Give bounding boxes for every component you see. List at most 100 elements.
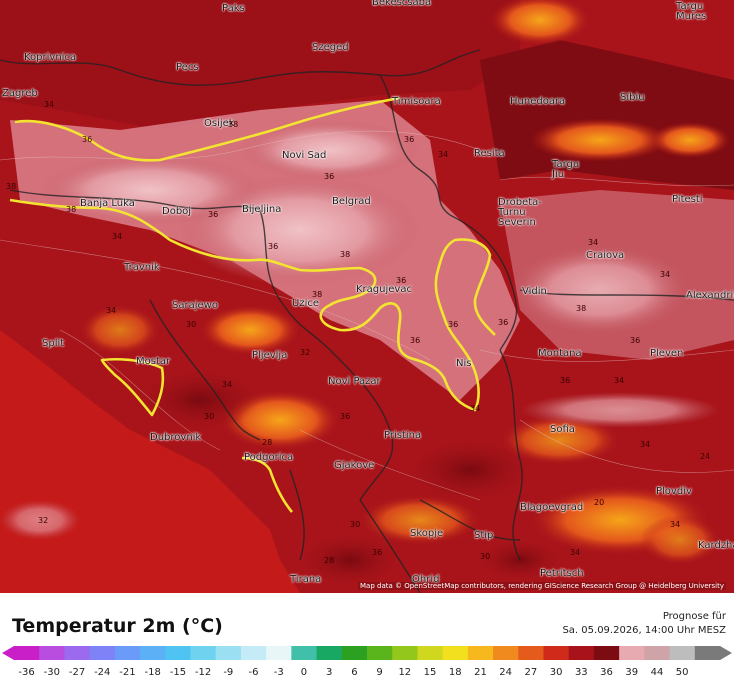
scale-arrow-left (2, 646, 14, 660)
scale-swatch (593, 646, 620, 660)
scale-tick-label: 27 (524, 667, 538, 678)
city-label: Hunedoara (510, 96, 566, 107)
city-label: Ohrid (412, 574, 440, 585)
city-label: Sibiu (620, 92, 645, 103)
scale-swatch (518, 646, 544, 660)
city-label: Craiova (586, 250, 625, 261)
value-label: 38 (6, 182, 17, 191)
city-label: Kardzhali (698, 540, 734, 551)
city-label: Pecs (176, 62, 199, 73)
city-label: Pljevlja (252, 350, 288, 361)
scale-swatch (367, 646, 393, 660)
scale-swatch (442, 646, 469, 660)
scale-tick-label: -21 (119, 667, 136, 678)
value-label: 34 (614, 376, 625, 385)
scale-swatch (190, 646, 217, 660)
scale-tick-label: 30 (549, 667, 563, 678)
value-label: 38 (66, 205, 77, 214)
value-label: 36 (268, 242, 279, 251)
value-label: 36 (630, 336, 641, 345)
map-attribution: Map data © OpenStreetMap contributors, r… (358, 582, 726, 590)
city-label: Bijeljina (242, 204, 282, 215)
city-label: Tirana (290, 574, 322, 585)
city-label: Dubrovnik (150, 432, 202, 443)
city-label: Resita (474, 148, 505, 159)
value-label: 38 (312, 290, 323, 299)
scale-swatch (291, 646, 318, 660)
value-label: 34 (588, 238, 599, 247)
value-label: 28 (262, 438, 273, 447)
heat-warning-contour (9, 96, 496, 513)
value-label: 36 (498, 318, 509, 327)
city-label: Doboj (162, 206, 192, 217)
city-label: Sarajewo (172, 300, 218, 311)
city-label: Belgrad (332, 196, 371, 207)
city-label: Novi Pazar (328, 376, 381, 387)
city-label: Blagoevgrad (520, 502, 584, 513)
city-label: Gjakove (334, 460, 375, 471)
scale-tick-label: 39 (625, 667, 639, 678)
value-label: 36 (560, 376, 571, 385)
value-label: 30 (350, 520, 361, 529)
city-label: Timisoara (392, 96, 441, 107)
scale-swatch (568, 646, 595, 660)
scale-tick-label: 3 (325, 667, 333, 678)
city-label: Sofia (550, 424, 575, 435)
city-label: Bekescsaba (372, 0, 432, 8)
city-label: Alexandria (686, 290, 734, 301)
city-label: Pleven (650, 348, 684, 359)
value-label: 36 (448, 320, 459, 329)
scale-tick-label: -27 (68, 667, 86, 678)
scale-tick-label: 44 (650, 667, 664, 678)
scale-tick-label: -6 (248, 667, 259, 678)
city-label: Split (42, 338, 65, 349)
scale-swatch (644, 646, 671, 660)
city-label: Koprivnica (24, 52, 77, 63)
city-label: Podgorica (244, 452, 294, 463)
scale-swatch (64, 646, 91, 660)
city-label: Mostar (136, 356, 171, 367)
scale-swatch (14, 646, 40, 660)
scale-swatch (694, 646, 721, 660)
city-label: Uzice (292, 298, 319, 309)
scale-tick-label: 15 (423, 667, 437, 678)
scale-tick-label: -18 (144, 667, 161, 678)
country-borders (0, 49, 734, 593)
temperature-map[interactable]: Paks Bekescsaba Targu Mures Koprivnica S… (0, 0, 734, 593)
value-label: 38 (576, 304, 587, 313)
scale-tick-label: -3 (273, 667, 284, 678)
value-label: 30 (186, 320, 197, 329)
scale-tick-label: 36 (600, 667, 613, 678)
scale-swatch (341, 646, 368, 660)
value-label: 32 (38, 516, 49, 525)
value-label: 34 (640, 440, 651, 449)
value-label: 36 (82, 135, 93, 144)
scale-tick-label: 21 (474, 667, 487, 678)
scale-swatch (493, 646, 519, 660)
scale-swatch (215, 646, 242, 660)
value-label: 36 (208, 210, 219, 219)
scale-tick-label: 0 (300, 667, 308, 678)
value-label: 34 (670, 520, 681, 529)
value-label: 24 (700, 452, 711, 461)
scale-swatch (467, 646, 494, 660)
value-label: 38 (340, 250, 351, 259)
value-label: 34 (470, 404, 481, 413)
color-scale-bar (2, 646, 732, 660)
value-label: 36 (410, 336, 421, 345)
value-label: 34 (112, 232, 123, 241)
scale-tick-label: 9 (376, 667, 383, 678)
value-label: 36 (324, 172, 335, 181)
scale-swatch (89, 646, 116, 660)
city-label: Targu Mures (676, 1, 707, 22)
city-label: Paks (222, 3, 245, 14)
pannonian-plain (0, 0, 520, 130)
scale-swatch (669, 646, 696, 660)
scale-tick-label: 18 (448, 667, 462, 678)
scale-tick-label: -9 (223, 667, 234, 678)
value-label: 32 (300, 348, 311, 357)
value-label: 34 (660, 270, 671, 279)
scale-tick-label: -36 (18, 667, 35, 678)
city-label: Kragujevac (356, 284, 412, 295)
scale-arrow-right (720, 646, 732, 660)
